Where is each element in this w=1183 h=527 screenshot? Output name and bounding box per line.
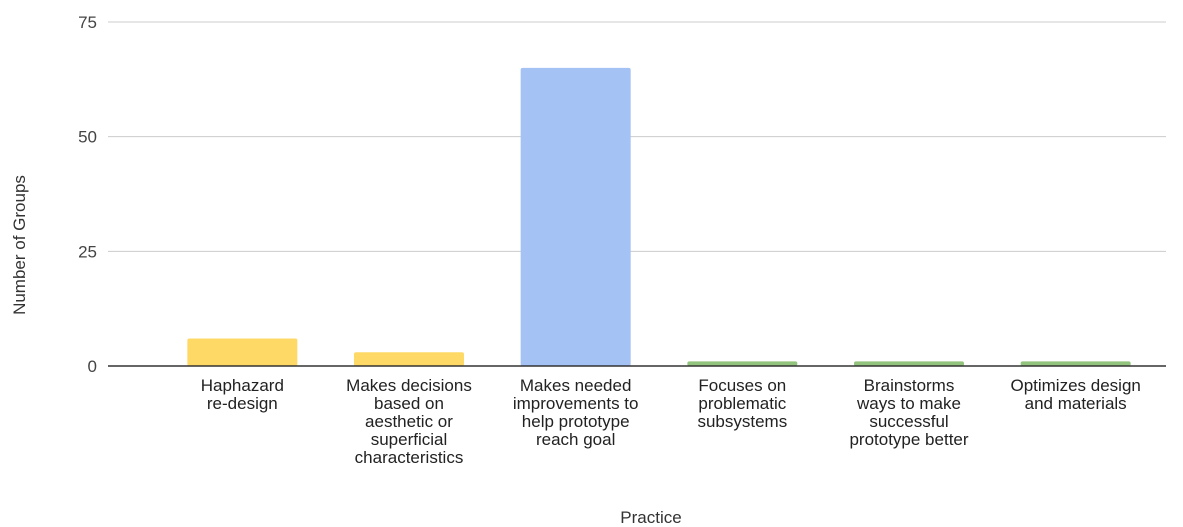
y-tick-label: 0	[88, 357, 97, 376]
bar	[520, 67, 631, 366]
bar	[354, 352, 464, 366]
y-tick-label: 75	[78, 13, 97, 32]
bars	[187, 67, 1131, 366]
gridlines	[108, 21, 1166, 252]
bar	[187, 338, 298, 366]
bar	[1020, 361, 1131, 366]
x-category-label: Makes decisions based on aesthetic or super…	[346, 376, 472, 467]
bar	[687, 361, 798, 366]
x-category-label: Brainstorms ways to make successful prototy…	[849, 376, 968, 449]
x-category-label: Makes needed improvements to help prototyp…	[513, 376, 639, 449]
y-axis-ticks: 0 25 50 75	[78, 13, 97, 376]
y-axis-title: Number of Groups	[10, 175, 29, 315]
y-tick-label: 50	[78, 128, 97, 147]
x-category-label: Haphazard re-design	[201, 376, 284, 413]
x-axis-category-labels: Haphazard re-design Makes decisions based o…	[201, 376, 1141, 467]
x-category-label: Optimizes design and materials	[1010, 376, 1140, 413]
bar	[854, 361, 964, 366]
y-tick-label: 25	[78, 242, 97, 261]
x-category-label: Focuses on problematic subsystems	[697, 376, 787, 431]
x-axis-title: Practice	[620, 508, 681, 527]
